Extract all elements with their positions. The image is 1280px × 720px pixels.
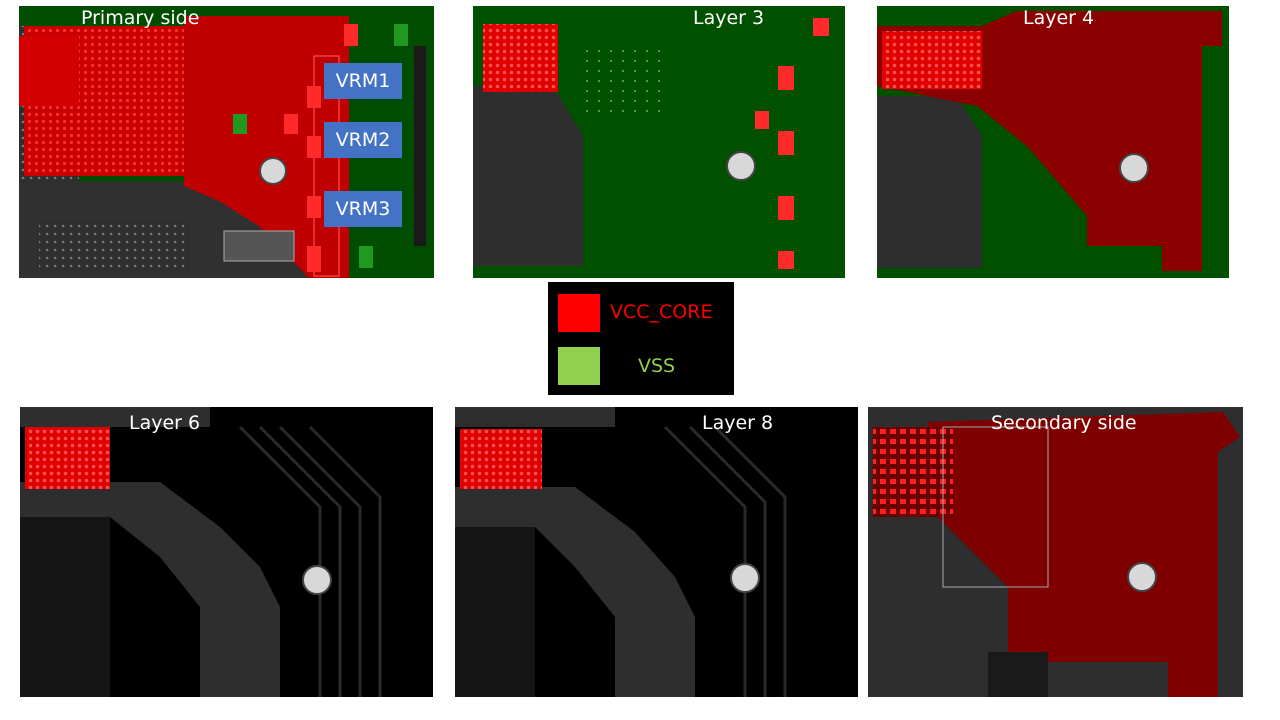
panel-title: Primary side <box>81 7 200 29</box>
legend-label-vss: VSS <box>638 355 676 377</box>
panel-layer-4: Layer 4 <box>877 6 1229 278</box>
layer-8-board <box>455 407 858 697</box>
panel-title: Secondary side <box>991 412 1137 434</box>
panel-title: Layer 8 <box>702 412 774 434</box>
secondary-side-board <box>868 407 1243 697</box>
panel-layer-3: Layer 3 <box>473 6 845 278</box>
layer-4-board <box>877 6 1229 278</box>
vrm2-label: VRM2 <box>324 122 402 158</box>
panel-layer-6: Layer 6 <box>20 407 433 697</box>
vrm3-label: VRM3 <box>324 191 402 227</box>
vrm1-label: VRM1 <box>324 63 402 99</box>
legend: VCC_CORE VSS <box>548 282 734 395</box>
panel-layer-8: Layer 8 <box>455 407 858 697</box>
panel-title: Layer 6 <box>129 412 201 434</box>
layer-6-board <box>20 407 433 697</box>
panel-title: Layer 3 <box>693 7 765 29</box>
legend-swatch-vss <box>558 347 600 385</box>
panel-title: Layer 4 <box>1023 7 1095 29</box>
legend-label-vcc-core: VCC_CORE <box>610 301 713 323</box>
legend-swatch-vcc-core <box>558 294 600 332</box>
panel-secondary-side: Secondary side <box>868 407 1243 697</box>
layer-3-board <box>473 6 845 278</box>
